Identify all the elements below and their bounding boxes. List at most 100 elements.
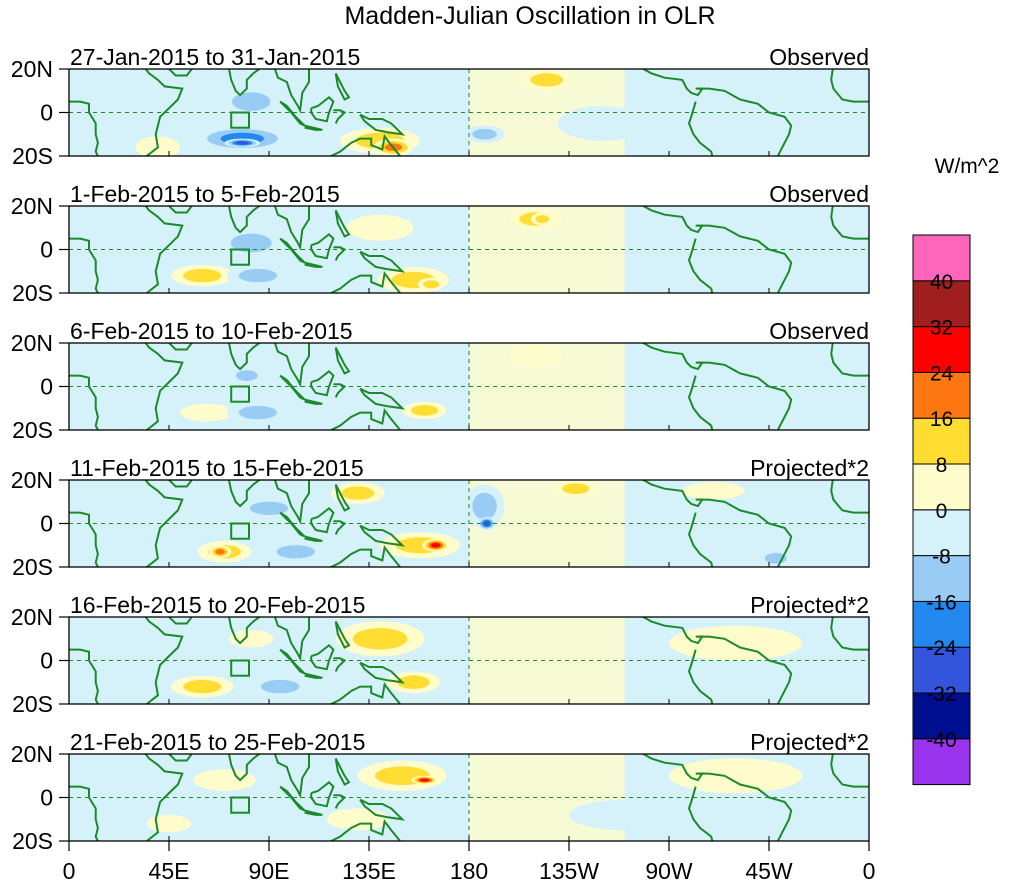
coastline	[641, 343, 705, 371]
coastline	[167, 754, 193, 762]
coastline	[687, 512, 714, 567]
coastline	[304, 535, 323, 542]
coastline	[167, 343, 193, 351]
anomaly-contour	[183, 268, 222, 283]
panel-date-range: 1-Feb-2015 to 5-Feb-2015	[70, 181, 340, 207]
colorbar: W/m^2 -40 -32 -24 -16 -8 0 8 16 24 32 40	[912, 155, 1000, 786]
panel-date-range: 21-Feb-2015 to 25-Feb-2015	[70, 729, 365, 755]
anomaly-contour	[215, 548, 226, 555]
colorbar-tick-label: 40	[930, 271, 953, 294]
coastline	[279, 237, 306, 264]
coastline	[830, 343, 869, 377]
coastline	[830, 480, 869, 514]
coastline	[167, 69, 193, 77]
coastline	[641, 617, 705, 645]
coastline	[328, 270, 401, 293]
anomaly-contour	[352, 628, 408, 650]
anomaly-contour	[146, 814, 192, 833]
map-panel: 21-Feb-2015 to 25-Feb-2015 Projected*2 20N…	[11, 729, 870, 854]
coastline	[144, 69, 184, 156]
coastline	[641, 206, 705, 234]
anomaly-contour	[238, 268, 278, 283]
anomaly-contour	[230, 233, 272, 253]
panel-date-range: 27-Jan-2015 to 31-Jan-2015	[70, 44, 360, 70]
anomaly-contour	[260, 679, 300, 694]
coastline	[328, 681, 401, 704]
panel-kind-label: Observed	[769, 181, 869, 207]
x-tick-label: 45W	[745, 858, 793, 884]
anomaly-contour	[95, 379, 176, 415]
coastline	[304, 398, 323, 405]
coastline	[279, 648, 306, 675]
anomaly-contour	[472, 492, 497, 520]
anomaly-contour	[117, 634, 198, 665]
colorbar-swatch	[912, 234, 971, 282]
map-panel: 27-Jan-2015 to 31-Jan-2015 Observed 20N 0 20…	[11, 44, 870, 169]
anomaly-contour	[669, 625, 803, 661]
coastline	[304, 261, 323, 268]
coastline	[334, 209, 351, 238]
coastline	[687, 786, 714, 841]
colorbar-swatch	[912, 326, 971, 373]
coastline	[328, 818, 401, 841]
anomaly-contour	[236, 141, 249, 145]
colorbar-tick-label: 16	[930, 408, 953, 431]
y-tick-label: 20S	[12, 554, 53, 580]
map-panel: 6-Feb-2015 to 10-Feb-2015 Observed 20N 0 20S	[11, 318, 870, 443]
coastline	[641, 754, 705, 782]
anomaly-contour	[561, 483, 590, 495]
anomaly-contour	[682, 482, 745, 500]
panel-kind-label: Observed	[769, 318, 869, 344]
x-tick-label: 0	[863, 858, 876, 884]
panel-kind-label: Projected*2	[750, 729, 869, 755]
coastline	[687, 649, 714, 704]
y-tick-label: 0	[40, 785, 53, 811]
x-tick-label: 90E	[249, 858, 290, 884]
coastline	[226, 69, 261, 97]
panel-date-range: 16-Feb-2015 to 20-Feb-2015	[70, 592, 365, 618]
y-tick-label: 0	[40, 374, 53, 400]
anomaly-contour	[397, 675, 430, 689]
colorbar-tick-label: 24	[930, 362, 954, 385]
map-panel: 16-Feb-2015 to 20-Feb-2015 Projected*2 20N…	[11, 592, 870, 717]
colorbar-tick-label: 8	[936, 454, 948, 477]
colorbar-swatch	[912, 646, 971, 694]
anomaly-contour	[341, 486, 375, 500]
map-panel: 1-Feb-2015 to 5-Feb-2015 Observed 20N 0 20S	[11, 181, 870, 306]
colorbar-label: W/m^2	[935, 155, 1000, 178]
coastline	[359, 113, 406, 136]
coastline	[334, 620, 351, 649]
map-panel: 11-Feb-2015 to 15-Feb-2015 Projected*2 20N…	[11, 455, 870, 580]
chart-title: Madden-Julian Oscillation in OLR	[344, 2, 715, 30]
anomaly-contour	[472, 128, 497, 140]
anomaly-contour	[202, 806, 292, 833]
colorbar-tick-label: -40	[926, 729, 956, 752]
anomaly-contour	[509, 345, 563, 367]
anomaly-contour	[102, 221, 192, 257]
x-tick-label: 135E	[342, 858, 396, 884]
coastline	[304, 809, 323, 816]
coastline	[279, 511, 306, 538]
y-tick-label: 0	[40, 511, 53, 537]
x-tick-label: 90W	[645, 858, 693, 884]
anomaly-contour	[113, 77, 225, 104]
coastline	[273, 480, 310, 525]
anomaly-contour	[249, 501, 289, 515]
coastline	[226, 754, 262, 782]
y-tick-label: 20S	[12, 417, 53, 443]
anomaly-contour	[419, 778, 430, 782]
colorbar-tick-label: 32	[930, 317, 953, 340]
colorbar-tick-label: -16	[926, 591, 956, 614]
anomaly-contour	[535, 215, 550, 224]
coastline	[328, 133, 401, 156]
coastline	[144, 343, 184, 430]
coastline	[687, 238, 714, 293]
panel-kind-label: Observed	[769, 44, 869, 70]
coastline	[273, 206, 310, 251]
y-tick-label: 20N	[11, 330, 53, 356]
coastline	[144, 754, 184, 841]
anomaly-contour	[276, 545, 315, 559]
coastline	[69, 237, 100, 293]
coastline	[279, 785, 306, 812]
